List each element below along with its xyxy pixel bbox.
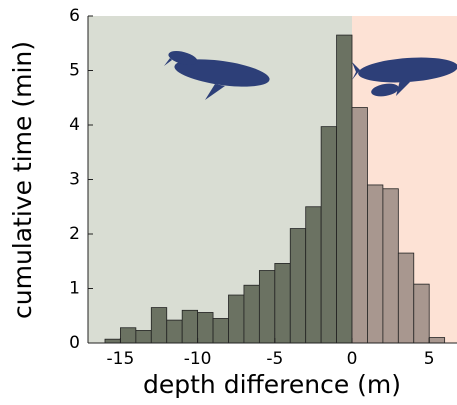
y-tick-label: 5 bbox=[69, 61, 80, 81]
bar bbox=[212, 318, 229, 344]
bar bbox=[305, 206, 322, 344]
bar bbox=[104, 338, 121, 344]
y-tick-label: 1 bbox=[69, 279, 80, 299]
y-axis-title: cumulative time (min) bbox=[8, 41, 37, 319]
bar bbox=[428, 337, 446, 344]
x-tick-label: -5 bbox=[266, 349, 283, 369]
bar bbox=[258, 270, 276, 344]
bar bbox=[413, 283, 430, 344]
bar bbox=[382, 188, 399, 344]
bar bbox=[181, 309, 199, 344]
bar bbox=[289, 228, 307, 344]
bar bbox=[120, 327, 137, 344]
bar bbox=[351, 107, 368, 344]
bar bbox=[166, 319, 183, 344]
bar bbox=[197, 312, 214, 344]
y-tick-label: 6 bbox=[69, 6, 80, 26]
x-tick-label: -10 bbox=[184, 349, 212, 369]
x-tick-label: 5 bbox=[424, 349, 435, 369]
y-tick-label: 0 bbox=[69, 333, 80, 353]
x-tick-label: 0 bbox=[347, 349, 358, 369]
bar bbox=[150, 307, 168, 344]
x-tick-label: -15 bbox=[107, 349, 135, 369]
bars bbox=[104, 34, 446, 344]
whale-right bbox=[352, 57, 457, 97]
x-axis-title: depth difference (m) bbox=[143, 370, 401, 399]
y-tick-label: 3 bbox=[69, 170, 80, 190]
y-tick-label: 2 bbox=[69, 224, 80, 244]
bar bbox=[320, 126, 337, 344]
bar bbox=[336, 34, 353, 344]
bar bbox=[367, 184, 384, 344]
bar bbox=[228, 294, 245, 344]
bar bbox=[397, 252, 415, 344]
axes: 0 1 2 3 4 5 6 -15 -10 -5 0 5 bbox=[69, 6, 457, 369]
y-tick-label: 4 bbox=[69, 115, 80, 135]
bar bbox=[274, 263, 291, 344]
bar bbox=[243, 284, 260, 344]
bar bbox=[135, 330, 152, 344]
whale-left bbox=[162, 50, 270, 100]
